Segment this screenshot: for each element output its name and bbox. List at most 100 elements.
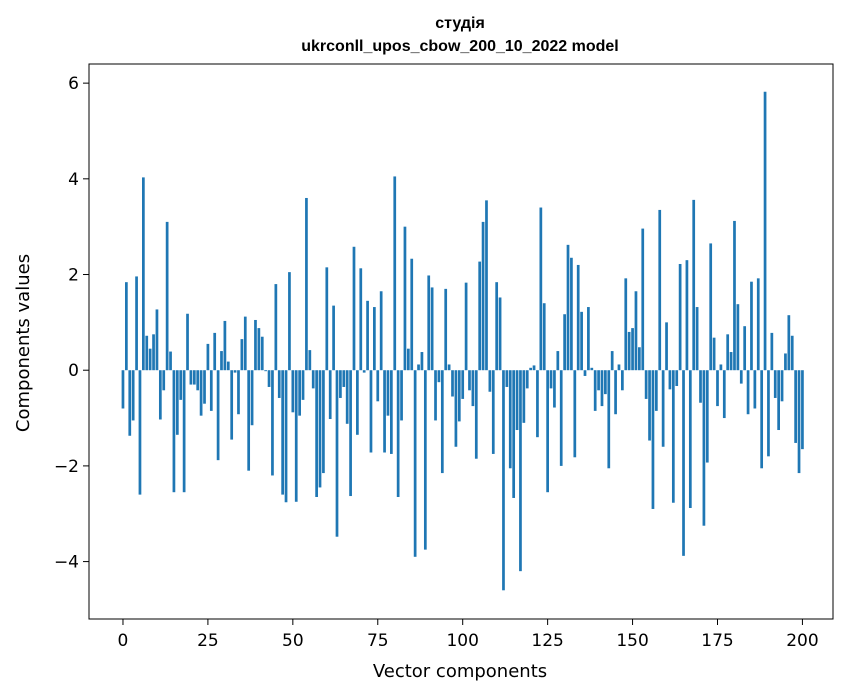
- bar-135: [580, 311, 583, 371]
- bar-78: [386, 370, 390, 416]
- bar-194: [780, 370, 784, 402]
- y-tick-label--2: −2: [54, 457, 79, 477]
- bar-172: [705, 370, 709, 463]
- bar-139: [593, 370, 597, 411]
- plot-frame: [88, 63, 834, 620]
- bar-173: [709, 243, 713, 371]
- bar-177: [722, 370, 726, 419]
- bar-91: [430, 287, 434, 371]
- bar-148: [624, 278, 628, 371]
- bar-108: [488, 370, 492, 392]
- bar-77: [383, 370, 386, 453]
- bar-24: [203, 370, 206, 404]
- bar-66: [345, 370, 349, 424]
- bar-143: [607, 370, 611, 469]
- bar-165: [682, 370, 685, 556]
- bar-89: [423, 370, 427, 550]
- bar-87: [417, 364, 420, 371]
- bar-40: [257, 328, 261, 371]
- bar-30: [223, 320, 227, 371]
- bar-179: [729, 352, 733, 371]
- bar-190: [767, 370, 770, 457]
- x-tick-label-50: 50: [282, 631, 304, 651]
- bar-73: [369, 370, 373, 453]
- bar-168: [692, 199, 696, 371]
- bar-115: [512, 370, 516, 498]
- bar-170: [699, 370, 702, 403]
- bar-3: [131, 370, 135, 421]
- bar-34: [237, 370, 240, 415]
- bar-117: [519, 370, 522, 572]
- bar-200: [801, 370, 804, 450]
- bar-160: [665, 322, 668, 371]
- bar-41: [260, 336, 264, 371]
- bar-151: [634, 291, 638, 371]
- bar-81: [396, 370, 400, 497]
- bar-45: [274, 284, 278, 371]
- bar-68: [352, 246, 356, 371]
- y-tick-label-2: 2: [68, 266, 79, 286]
- bar-11: [158, 370, 162, 420]
- bar-138: [590, 367, 594, 371]
- bar-166: [685, 260, 689, 371]
- bars-group: [121, 91, 804, 591]
- bar-26: [209, 370, 213, 411]
- bar-84: [406, 348, 410, 371]
- bar-13: [165, 221, 169, 371]
- bar-42: [264, 370, 268, 372]
- bar-56: [311, 370, 315, 389]
- bar-6: [142, 177, 145, 371]
- chart-title-line-1: студія: [435, 15, 485, 32]
- bar-14: [169, 351, 172, 371]
- bar-159: [661, 370, 665, 447]
- bar-110: [495, 282, 499, 371]
- bar-19: [186, 313, 189, 371]
- bar-113: [505, 370, 509, 387]
- bar-141: [600, 370, 604, 407]
- bar-98: [454, 370, 458, 447]
- bar-85: [410, 258, 414, 371]
- bar-37: [247, 370, 251, 471]
- bar-18: [182, 370, 186, 493]
- bar-147: [621, 370, 624, 391]
- bar-180: [733, 220, 736, 371]
- bar-67: [349, 370, 352, 497]
- bar-102: [468, 370, 471, 391]
- bar-97: [451, 370, 454, 397]
- y-tick-label-0: 0: [68, 361, 79, 381]
- bar-171: [702, 370, 706, 526]
- bar-74: [373, 307, 376, 371]
- bar-27: [213, 332, 217, 371]
- x-tick-label-100: 100: [446, 631, 478, 651]
- bar-154: [644, 370, 648, 399]
- bar-79: [390, 370, 393, 454]
- bar-54: [305, 197, 308, 371]
- bar-107: [485, 200, 488, 371]
- bar-92: [434, 370, 437, 421]
- bar-181: [736, 304, 740, 371]
- x-tick-label-200: 200: [786, 631, 818, 651]
- bar-112: [502, 370, 505, 591]
- bar-101: [464, 282, 468, 371]
- bar-17: [179, 370, 183, 400]
- x-tick-label-75: 75: [367, 631, 389, 651]
- bar-137: [587, 307, 590, 371]
- bar-184: [746, 370, 750, 415]
- bar-167: [688, 370, 692, 508]
- bar-145: [614, 370, 617, 415]
- bar-178: [726, 334, 730, 371]
- bar-15: [172, 370, 176, 493]
- bar-196: [787, 315, 791, 371]
- x-tick-label-125: 125: [531, 631, 563, 651]
- bar-125: [546, 370, 549, 493]
- bar-59: [322, 370, 325, 474]
- bar-111: [498, 297, 502, 371]
- bar-69: [356, 370, 359, 435]
- x-tick-label-150: 150: [616, 631, 648, 651]
- bar-10: [155, 309, 159, 371]
- bar-31: [226, 361, 230, 371]
- bar-70: [359, 268, 363, 371]
- bar-22: [196, 370, 200, 391]
- bar-71: [362, 370, 366, 373]
